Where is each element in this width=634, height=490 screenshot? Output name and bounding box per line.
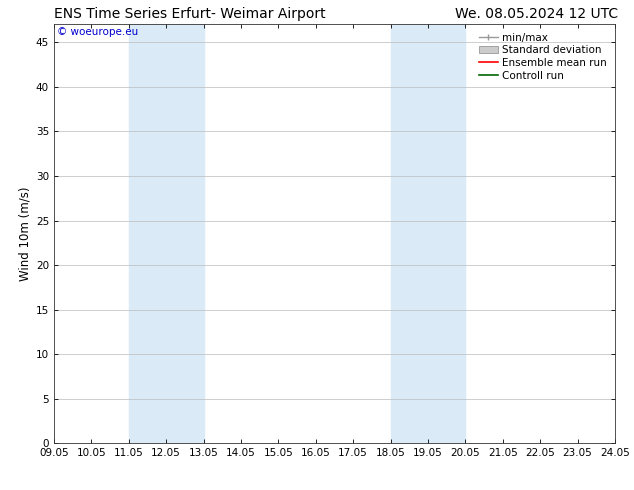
Text: ENS Time Series Erfurt- Weimar Airport: ENS Time Series Erfurt- Weimar Airport [54,7,325,22]
Bar [391,24,465,443]
Text: We. 08.05.2024 12 UTC: We. 08.05.2024 12 UTC [455,7,618,22]
Text: © woeurope.eu: © woeurope.eu [56,26,138,37]
Y-axis label: Wind 10m (m/s): Wind 10m (m/s) [18,187,32,281]
Bar [129,24,204,443]
Legend: min/max, Standard deviation, Ensemble mean run, Controll run: min/max, Standard deviation, Ensemble me… [476,30,610,84]
